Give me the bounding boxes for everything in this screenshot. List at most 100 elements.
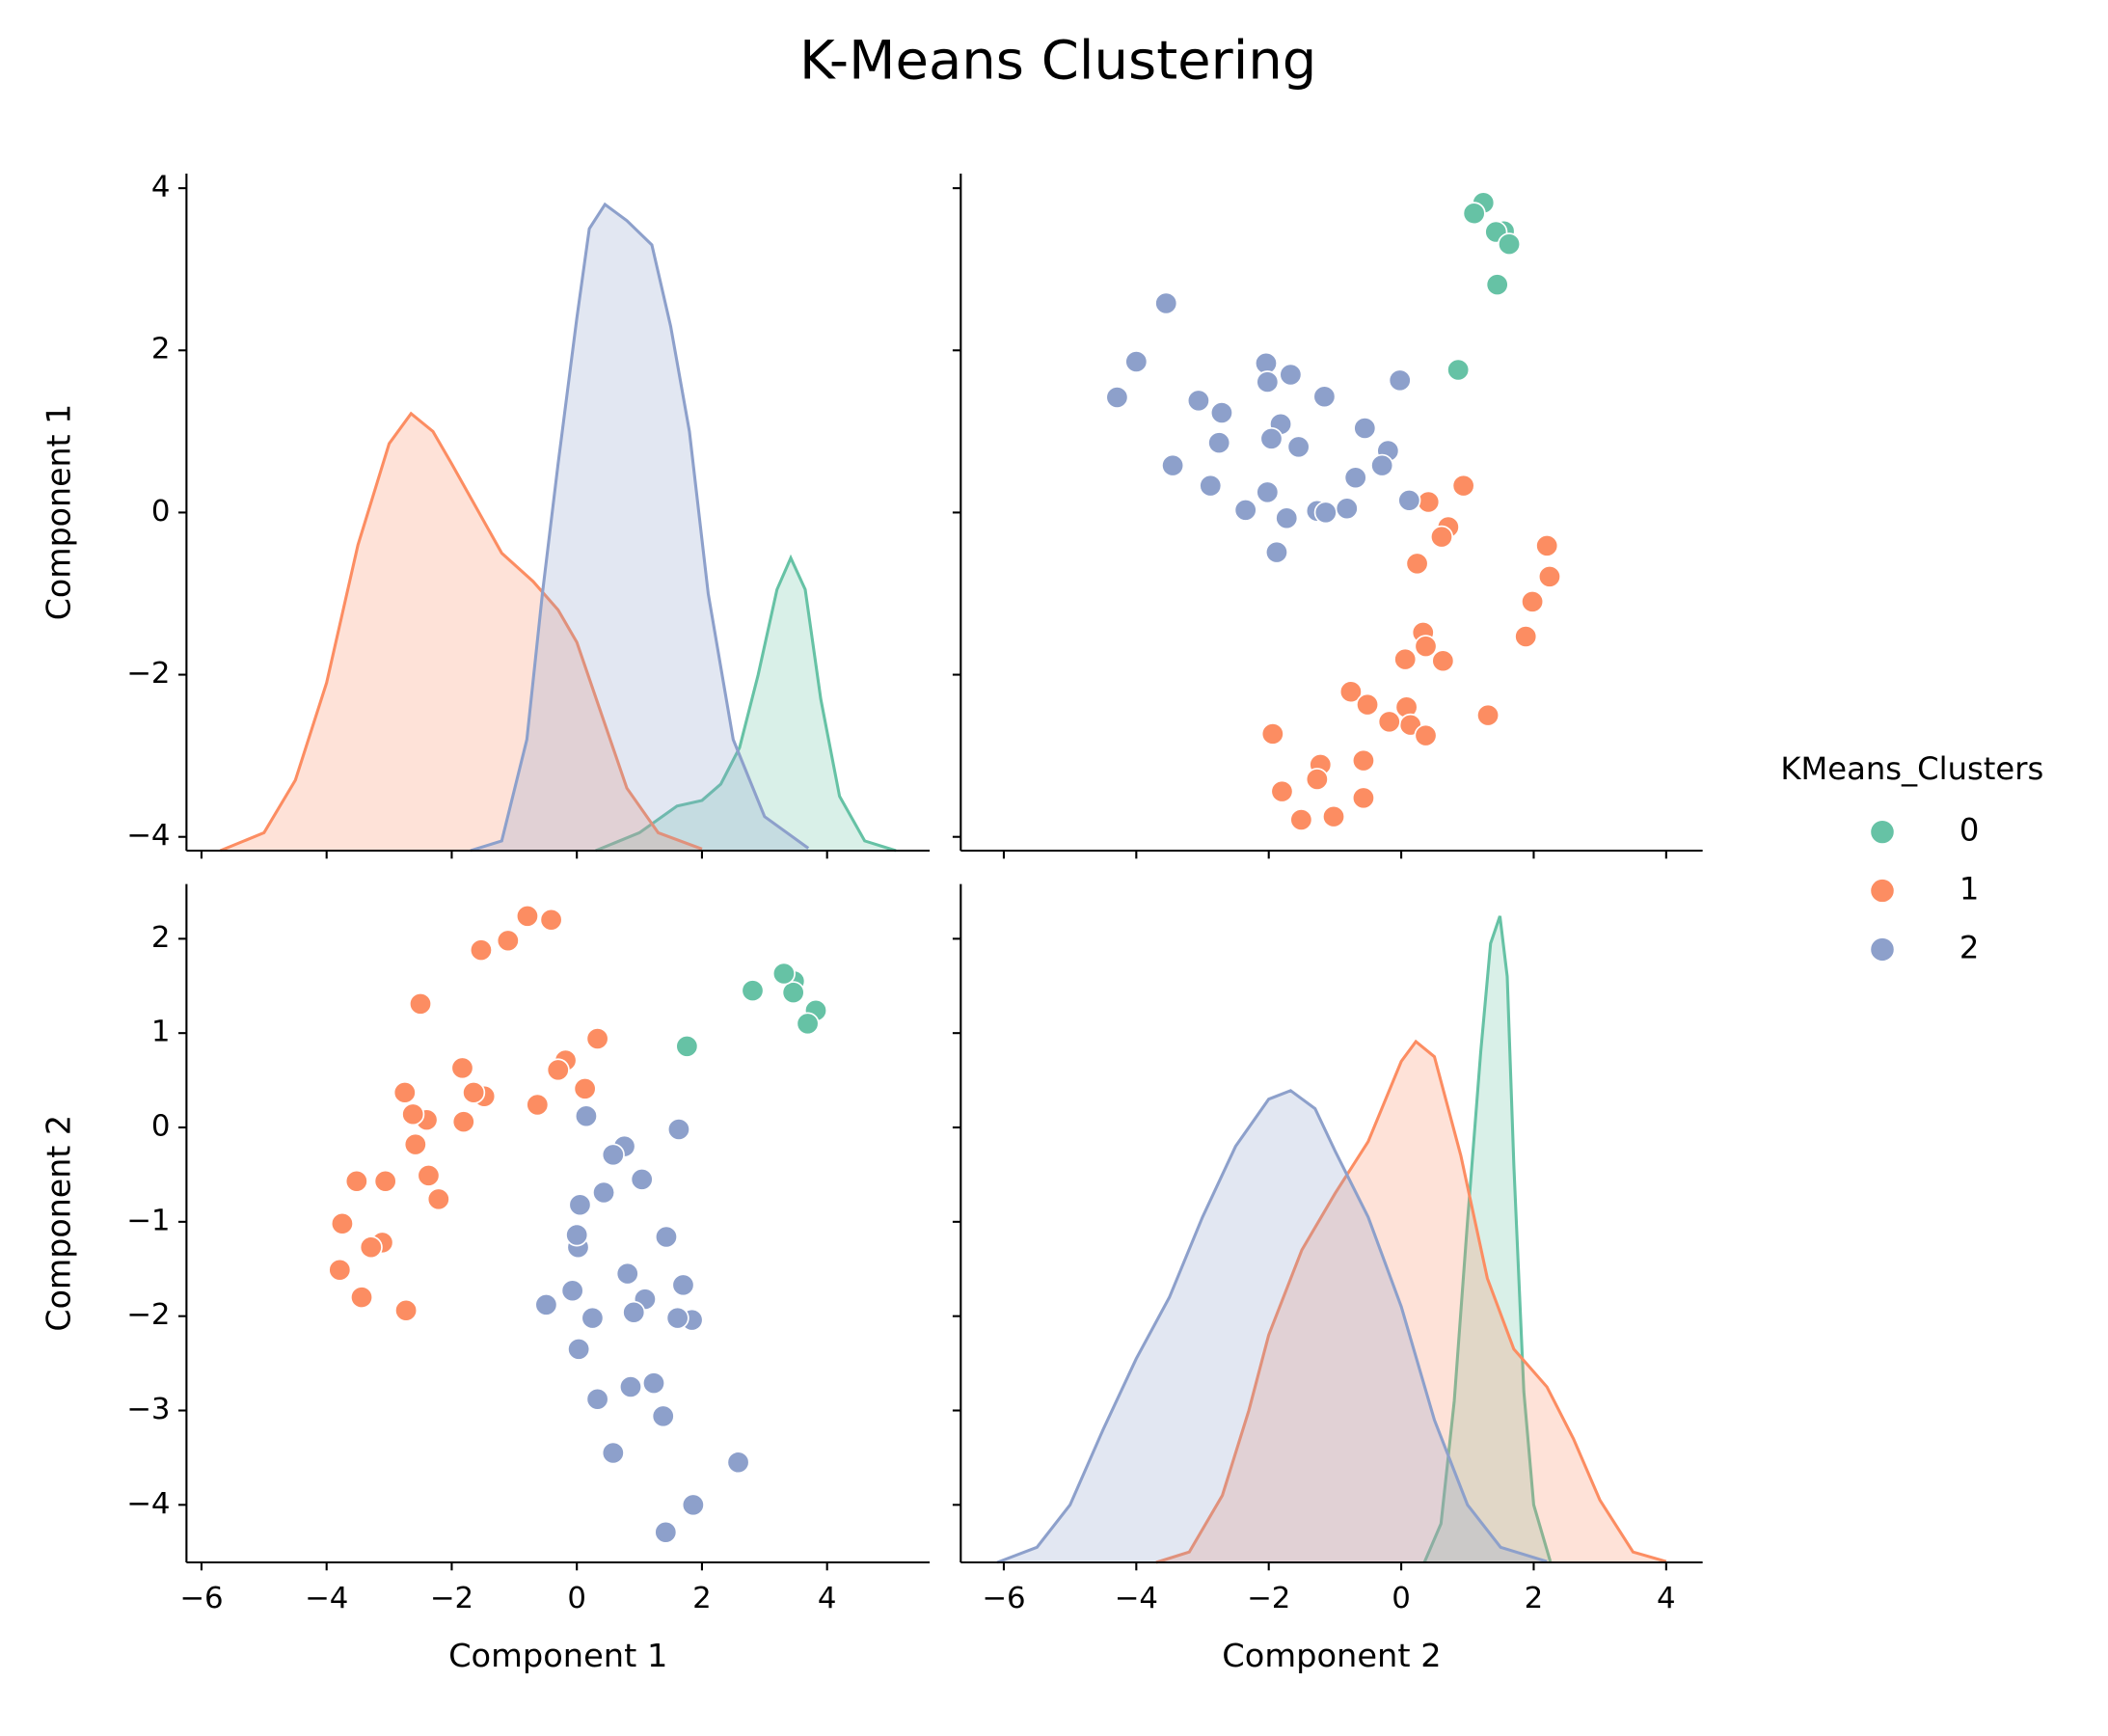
scatter-point xyxy=(373,1169,397,1193)
scatter-point xyxy=(1535,533,1559,557)
scatter-point xyxy=(1207,431,1231,455)
y-tick-label: 0 xyxy=(151,495,171,529)
scatter-point xyxy=(1305,768,1329,791)
scatter-point xyxy=(601,1441,625,1465)
scatter-point xyxy=(426,1187,450,1211)
scatter-point xyxy=(573,1076,597,1100)
scatter-point xyxy=(1275,506,1299,530)
scatter-point xyxy=(344,1169,368,1193)
kde-line xyxy=(996,1089,1548,1564)
scatter-point xyxy=(1343,466,1367,490)
legend-label: 2 xyxy=(1959,930,1979,966)
y-axis-label: Component 2 xyxy=(40,1115,77,1332)
scatter-point xyxy=(581,1306,605,1330)
scatter-point xyxy=(1537,564,1561,588)
scatter-point xyxy=(781,981,805,1005)
x-tick-label: −6 xyxy=(982,1582,1025,1615)
kde-fill xyxy=(220,413,702,851)
scatter-point xyxy=(1521,589,1545,613)
y-axis-label: Component 1 xyxy=(40,404,77,621)
scatter-point xyxy=(651,1404,675,1428)
scatter-point xyxy=(1260,722,1284,746)
scatter-point xyxy=(630,1167,654,1191)
scatter-point xyxy=(1105,386,1129,409)
legend-marker xyxy=(1869,878,1896,904)
scatter-point xyxy=(1289,808,1313,831)
scatter-point xyxy=(1256,480,1280,504)
scatter-point xyxy=(359,1235,383,1260)
scatter-point xyxy=(1485,273,1509,297)
scatter-point xyxy=(408,991,433,1016)
scatter-point xyxy=(417,1163,441,1187)
x-axis-label: Component 2 xyxy=(1222,1637,1441,1674)
scatter-point xyxy=(1393,647,1418,671)
scatter-point xyxy=(1312,385,1337,409)
scatter-point xyxy=(585,1027,609,1050)
scatter-point xyxy=(534,1293,558,1316)
scatter-point xyxy=(401,1102,425,1126)
x-tick-label: 0 xyxy=(1392,1582,1411,1615)
y-tick-label: −4 xyxy=(126,819,170,853)
x-tick-label: −2 xyxy=(1247,1582,1290,1615)
scatter-point xyxy=(654,1225,679,1249)
y-tick-label: −3 xyxy=(126,1393,170,1426)
scatter-point xyxy=(349,1286,374,1310)
scatter-point xyxy=(560,1279,584,1303)
scatter-point xyxy=(1446,358,1471,382)
legend-marker xyxy=(1869,936,1896,963)
scatter-point xyxy=(1388,368,1412,393)
scatter-point xyxy=(1370,453,1394,477)
x-tick-label: 0 xyxy=(567,1582,586,1615)
scatter-point xyxy=(1256,370,1280,393)
scatter-point xyxy=(601,1143,625,1167)
scatter-point xyxy=(1405,552,1429,576)
scatter-point xyxy=(671,1273,695,1297)
scatter-point xyxy=(681,1493,705,1517)
x-tick-label: −4 xyxy=(1115,1582,1158,1615)
scatter-point xyxy=(641,1371,666,1396)
scatter-point xyxy=(1377,710,1401,734)
y-tick-label: −1 xyxy=(126,1204,170,1237)
kde-fill xyxy=(1424,915,1551,1562)
kde-line xyxy=(470,202,810,853)
scatter-point xyxy=(1338,680,1363,704)
scatter-point xyxy=(666,1118,690,1141)
scatter-point xyxy=(1259,427,1284,450)
y-tick-label: 4 xyxy=(151,171,171,204)
scatter-point xyxy=(1476,703,1500,727)
legend-title: KMeans_Clusters xyxy=(1780,750,2043,787)
scatter-point xyxy=(574,1104,598,1128)
scatter-point xyxy=(1431,649,1455,673)
scatter-point xyxy=(726,1451,750,1475)
x-tick-label: 4 xyxy=(818,1582,837,1615)
x-tick-label: −6 xyxy=(179,1582,223,1615)
scatter-point xyxy=(1414,723,1438,747)
scatter-point xyxy=(1351,748,1375,773)
scatter-point xyxy=(622,1300,646,1324)
scatter-point xyxy=(1321,804,1346,828)
y-tick-label: 1 xyxy=(151,1016,171,1049)
x-tick-label: 2 xyxy=(1525,1582,1544,1615)
scatter-point xyxy=(1335,497,1359,521)
x-tick-label: 2 xyxy=(692,1582,712,1615)
scatter-point xyxy=(469,938,493,963)
scatter-point xyxy=(1199,474,1223,498)
scatter-point xyxy=(618,1375,643,1398)
scatter-point xyxy=(592,1180,616,1205)
scatter-point xyxy=(1124,350,1149,373)
scatter-point xyxy=(1264,540,1289,564)
scatter-point xyxy=(451,1110,475,1134)
legend-label: 0 xyxy=(1959,812,1979,849)
y-tick-label: 0 xyxy=(151,1110,171,1144)
scatter-point xyxy=(1356,692,1380,717)
kde-fill xyxy=(1155,1042,1666,1562)
scatter-point xyxy=(1417,490,1441,514)
scatter-point xyxy=(1186,389,1210,413)
scatter-point xyxy=(1497,232,1522,257)
scatter-point xyxy=(1209,401,1233,424)
scatter-point xyxy=(450,1056,474,1080)
scatter-point xyxy=(1451,474,1475,498)
scatter-point xyxy=(526,1093,550,1117)
scatter-point xyxy=(392,1080,417,1104)
